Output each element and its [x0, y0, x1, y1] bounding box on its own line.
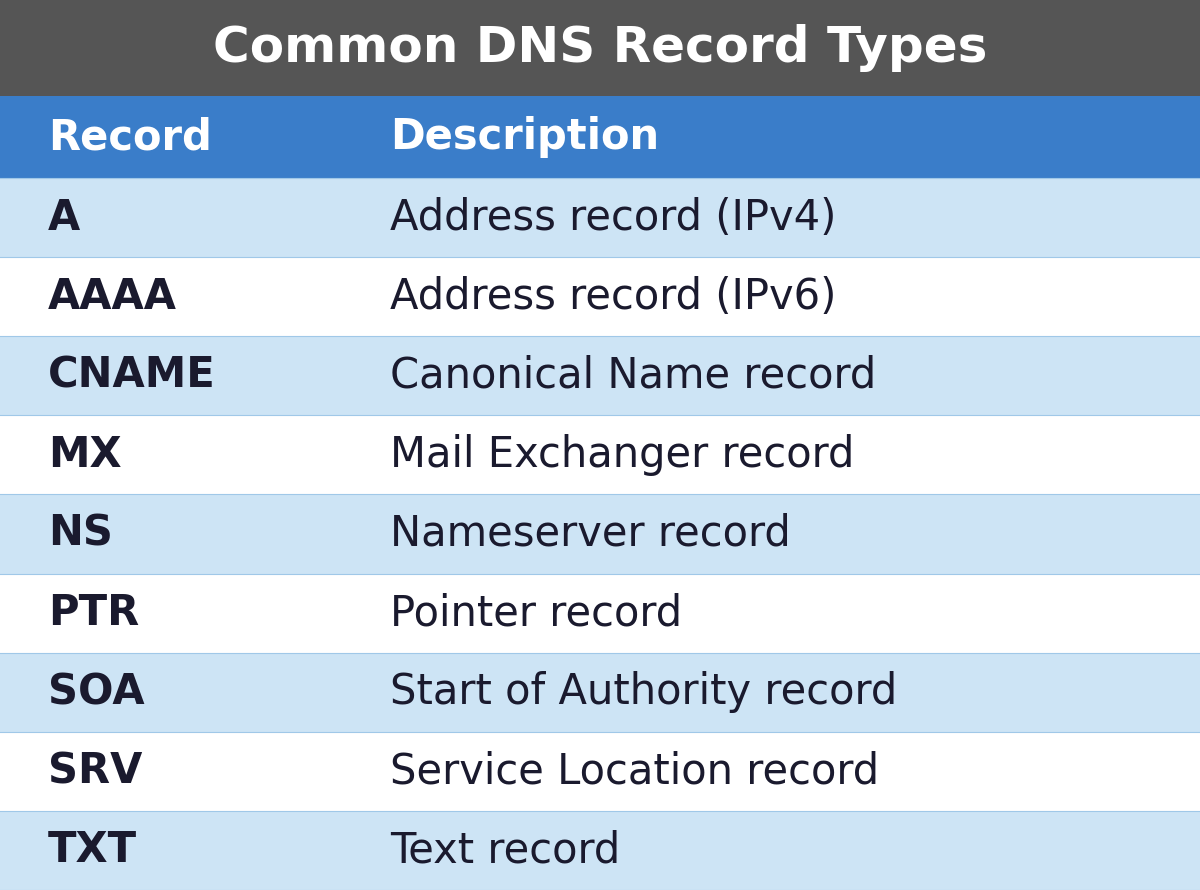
- Text: Common DNS Record Types: Common DNS Record Types: [212, 24, 988, 72]
- Text: PTR: PTR: [48, 592, 139, 634]
- Text: SOA: SOA: [48, 671, 145, 713]
- Text: TXT: TXT: [48, 829, 137, 871]
- Text: MX: MX: [48, 434, 121, 476]
- Text: Nameserver record: Nameserver record: [390, 513, 791, 555]
- Text: AAAA: AAAA: [48, 276, 178, 318]
- Bar: [0, 96, 1200, 178]
- Text: SRV: SRV: [48, 750, 143, 792]
- Bar: [0, 0, 1200, 96]
- Bar: [0, 732, 1200, 811]
- Text: Address record (IPv4): Address record (IPv4): [390, 197, 836, 239]
- Bar: [0, 652, 1200, 732]
- Text: Start of Authority record: Start of Authority record: [390, 671, 898, 713]
- Bar: [0, 178, 1200, 257]
- Text: Address record (IPv6): Address record (IPv6): [390, 276, 836, 318]
- Bar: [0, 811, 1200, 890]
- Text: Record: Record: [48, 116, 212, 158]
- Bar: [0, 257, 1200, 336]
- Bar: [0, 416, 1200, 495]
- Text: Canonical Name record: Canonical Name record: [390, 355, 876, 397]
- Text: Mail Exchanger record: Mail Exchanger record: [390, 434, 854, 476]
- Text: NS: NS: [48, 513, 113, 555]
- Bar: [0, 336, 1200, 416]
- Text: A: A: [48, 197, 80, 239]
- Text: Service Location record: Service Location record: [390, 750, 880, 792]
- Text: Pointer record: Pointer record: [390, 592, 682, 634]
- Text: Text record: Text record: [390, 829, 620, 871]
- Text: CNAME: CNAME: [48, 355, 216, 397]
- Bar: [0, 573, 1200, 652]
- Bar: [0, 495, 1200, 573]
- Text: Description: Description: [390, 116, 659, 158]
